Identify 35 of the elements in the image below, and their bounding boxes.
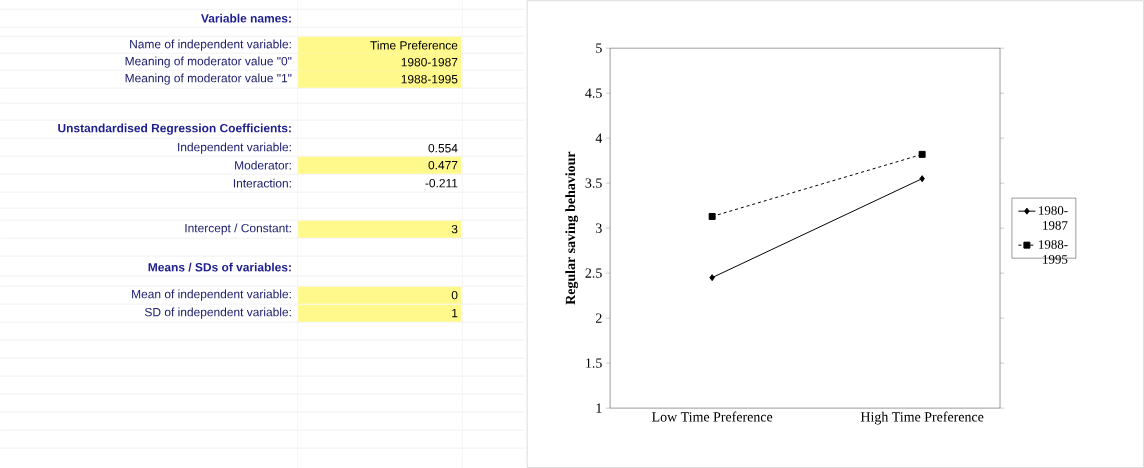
text: 0.477 (428, 160, 458, 170)
text: 0 (451, 290, 458, 300)
y-tick-label: 1 (596, 403, 602, 413)
text: Meaning of moderator value "1" (125, 73, 292, 85)
text: Name of independent variable: (130, 39, 291, 51)
text: Means / SDs of variables: (148, 262, 291, 272)
text: Time Preference (370, 40, 458, 50)
y-axis-title: Regular saving behaviour (565, 151, 579, 305)
text: SD of independent variable: (144, 307, 291, 319)
text: Mean of independent variable: (132, 289, 291, 301)
text: Meaning of moderator value "0" (125, 56, 292, 68)
y-tick-label: 3 (596, 223, 602, 233)
text: 0.554 (428, 143, 458, 153)
x-tick-label: Low Time Preference (652, 411, 773, 422)
text: 3 (451, 224, 458, 234)
y-tick-label: 4 (595, 133, 603, 143)
text: Unstandardised Regression Coefficients: (58, 123, 291, 135)
x-tick-label: High Time Preference (860, 411, 984, 425)
text: 1980-1987 (401, 57, 458, 67)
legend-label: 1980-1987 (1039, 205, 1068, 230)
y-tick-label: 5 (596, 43, 602, 53)
text: 1988-1995 (401, 74, 458, 84)
y-tick-label: 3.5 (585, 178, 602, 188)
y-tick-label: 4.5 (585, 88, 602, 98)
y-tick-label: 1.5 (586, 358, 602, 368)
text: Moderator: (235, 160, 291, 170)
y-tick-label: 2.5 (585, 268, 602, 278)
text: Interaction: (233, 178, 291, 188)
text: -0.211 (425, 178, 458, 188)
text: 1 (452, 308, 458, 318)
text: Intercept / Constant: (185, 223, 291, 235)
text: Independent variable: (178, 142, 291, 154)
text: Variable names: (201, 13, 291, 23)
y-tick-label: 2 (595, 313, 602, 323)
legend-label: 1988-1995 (1039, 239, 1068, 264)
